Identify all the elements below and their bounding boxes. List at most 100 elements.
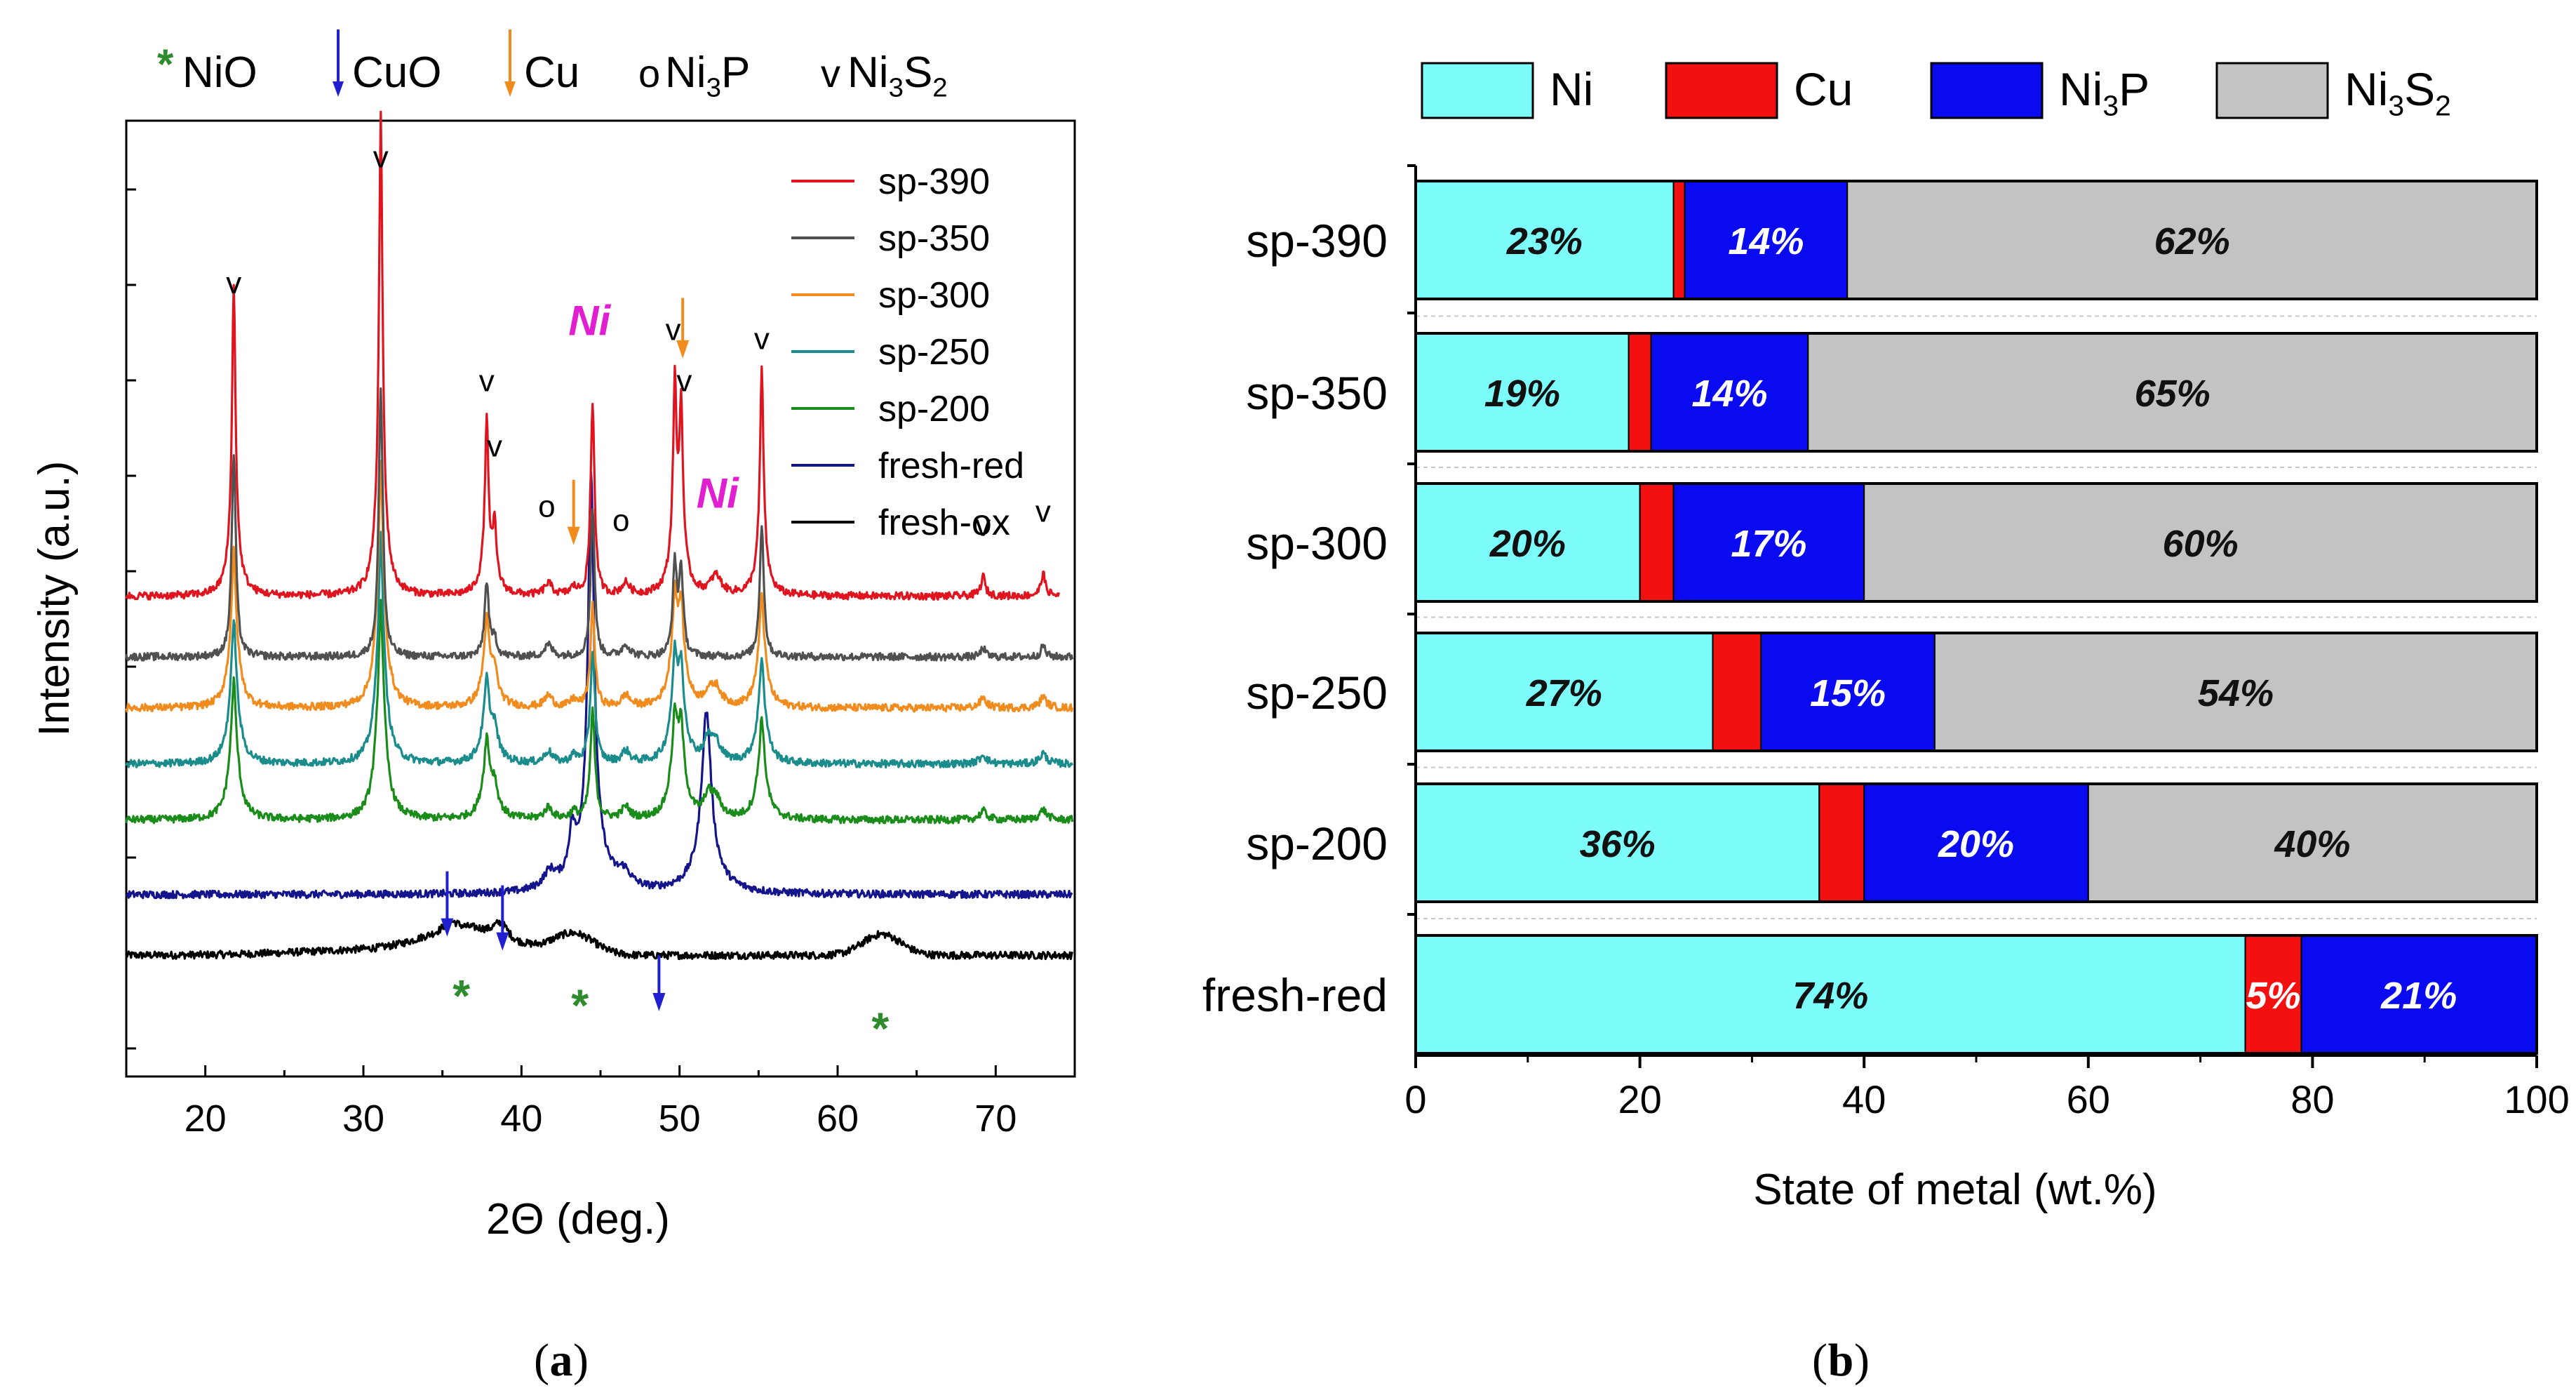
bar-value-label: 65% xyxy=(2135,373,2211,415)
bar-value-label: 27% xyxy=(1526,672,1602,714)
x-tick-label: 40 xyxy=(1842,1077,1886,1121)
bar-value-label: 20% xyxy=(1938,823,2014,865)
category-label: fresh-red xyxy=(1202,969,1388,1021)
nio-star-marker: * xyxy=(452,971,470,1021)
legend-item-sp-250: sp-250 xyxy=(791,332,990,373)
phase-legend-item-nis: v Ni3S2 xyxy=(821,48,948,103)
ni-peak-label: Ni xyxy=(697,469,739,516)
bar-segment-ni xyxy=(1415,632,1714,752)
xrd-line-fresh-red xyxy=(125,471,1073,900)
x-tick-label: 70 xyxy=(974,1098,1017,1140)
x-tick-label: 60 xyxy=(2067,1077,2110,1121)
legend-label: sp-200 xyxy=(878,389,990,429)
ni3s2-peak-marker: v xyxy=(479,364,495,398)
legend-label: sp-350 xyxy=(878,218,990,259)
bar-value-label: 14% xyxy=(1728,220,1804,262)
phase-legend-item-cu: Cu xyxy=(504,29,579,97)
ni3s2-peak-marker: v xyxy=(1035,494,1051,528)
ni-peak-label: Ni xyxy=(568,298,611,345)
bar-legend-item-ni: Ni xyxy=(1421,62,1593,119)
bar-value-label: 19% xyxy=(1484,373,1560,415)
bar-value-label: 40% xyxy=(2274,823,2350,865)
xrd-series-legend: sp-390 sp-350 sp-300 sp-250 sp-200 fresh-red f… xyxy=(791,161,1024,543)
bar-legend-label: Ni xyxy=(1550,63,1593,115)
down-arrow-icon xyxy=(333,29,344,97)
bar-stacks: 23% 14% 62% sp-390 19% 14% 65% sp-350 20% 17% 60% s… xyxy=(1202,180,2538,1055)
bar-row-sp-250: 27% 15% 54% sp-250 xyxy=(1246,632,2538,768)
bar-segment-ni3s2 xyxy=(1807,333,2537,452)
ni3s2-peak-marker: v xyxy=(676,364,692,398)
bar-segment-ni3p xyxy=(1684,180,1849,300)
bar-value-label: 21% xyxy=(2380,975,2457,1017)
xrd-x-axis-label: 2Θ (deg.) xyxy=(486,1195,670,1244)
down-arrow-icon xyxy=(504,29,516,97)
legend-label: fresh-ox xyxy=(878,502,1010,543)
legend-label: sp-390 xyxy=(878,161,990,202)
bar-segment-ni3p xyxy=(1650,333,1809,452)
bar-segment-ni xyxy=(1415,935,2246,1054)
star-marker-icon: * xyxy=(157,41,174,88)
bar-segment-cu xyxy=(1672,180,1686,300)
x-tick-label: 80 xyxy=(2290,1077,2334,1121)
ni3p-peak-marker: o xyxy=(538,490,555,524)
bar-value-label: 23% xyxy=(1506,220,1583,262)
bar-value-label: 5% xyxy=(2246,975,2300,1017)
svg-text:(: ( xyxy=(1812,1335,1827,1386)
svg-text:): ) xyxy=(573,1335,589,1386)
bar-segment-ni3s2 xyxy=(1846,180,2537,300)
legend-item-fresh-red: fresh-red xyxy=(791,446,1024,486)
x-tick-label: 40 xyxy=(500,1098,542,1140)
category-label: sp-300 xyxy=(1246,517,1388,569)
legend-swatch xyxy=(1665,62,1778,119)
bar-value-label: 36% xyxy=(1580,823,1656,865)
circle-marker-icon: o xyxy=(638,51,660,95)
ni3s2-peak-marker: v xyxy=(666,312,681,347)
ni3s2-peak-marker: v xyxy=(373,140,389,174)
nio-star-marker: * xyxy=(571,980,589,1030)
bar-row-sp-300: 20% 17% 60% sp-300 xyxy=(1246,482,2538,618)
panel-b: Ni Cu Ni3P Ni3S2 23% 14% 62% sp-390 19% 14% 65% sp… xyxy=(1202,62,2570,1386)
bar-legend-item-cu: Cu xyxy=(1665,62,1853,119)
phase-legend-label: Cu xyxy=(524,48,579,97)
phase-legend-label: Ni3P xyxy=(665,48,750,103)
panel-a: * NiO CuO Cu o Ni3P v Ni3S2 20 30 40 50 60 70 vvvvvv… xyxy=(30,29,1076,1386)
peak-arrow-icon xyxy=(441,871,454,937)
category-label: sp-390 xyxy=(1246,215,1388,267)
x-tick-label: 20 xyxy=(185,1098,227,1140)
svg-text:(: ( xyxy=(534,1335,549,1386)
ni3p-peak-marker: o xyxy=(612,504,629,538)
bar-segment-cu xyxy=(1818,783,1865,902)
bar-segment-ni3p xyxy=(1863,783,2089,902)
legend-label: sp-250 xyxy=(878,332,990,373)
x-tick-label: 60 xyxy=(817,1098,859,1140)
category-label: sp-250 xyxy=(1246,667,1388,719)
bar-legend-item-ni3s2: Ni3S2 xyxy=(2215,62,2451,122)
xrd-line-sp-200 xyxy=(125,599,1074,825)
legend-swatch xyxy=(2215,62,2329,119)
bar-value-label: 54% xyxy=(2198,672,2274,714)
x-tick-label: 50 xyxy=(659,1098,701,1140)
bar-segment-ni3s2 xyxy=(2087,783,2538,902)
ni3s2-peak-marker: v xyxy=(754,322,770,356)
ni3s2-peak-marker: v xyxy=(975,508,991,542)
xrd-y-axis-label: Intensity (a.u.) xyxy=(30,461,79,737)
bar-legend-label: Ni3P xyxy=(2059,63,2149,122)
bar-value-label: 15% xyxy=(1810,672,1886,714)
legend-item-fresh-ox: fresh-ox xyxy=(791,502,1010,543)
bar-segment-ni xyxy=(1415,483,1641,602)
xrd-axis-ticks: 20 30 40 50 60 70 xyxy=(125,188,1076,1140)
xrd-patterns xyxy=(125,110,1074,961)
bar-legend-label: Ni3S2 xyxy=(2344,63,2451,122)
ni3s2-peak-marker: v xyxy=(226,266,241,300)
legend-label: sp-300 xyxy=(878,275,990,316)
legend-swatch xyxy=(1421,62,1534,119)
xrd-line-sp-350 xyxy=(125,387,1074,662)
bar-segment-ni3p xyxy=(1672,483,1865,602)
legend-swatch xyxy=(1930,62,2044,119)
xrd-line-sp-250 xyxy=(125,531,1074,769)
bar-x-axis-label: State of metal (wt.%) xyxy=(1753,1166,2156,1214)
phase-legend-label: CuO xyxy=(352,48,441,97)
bar-row-sp-200: 36% 20% 40% sp-200 xyxy=(1246,782,2538,919)
bar-value-label: 14% xyxy=(1691,373,1767,415)
